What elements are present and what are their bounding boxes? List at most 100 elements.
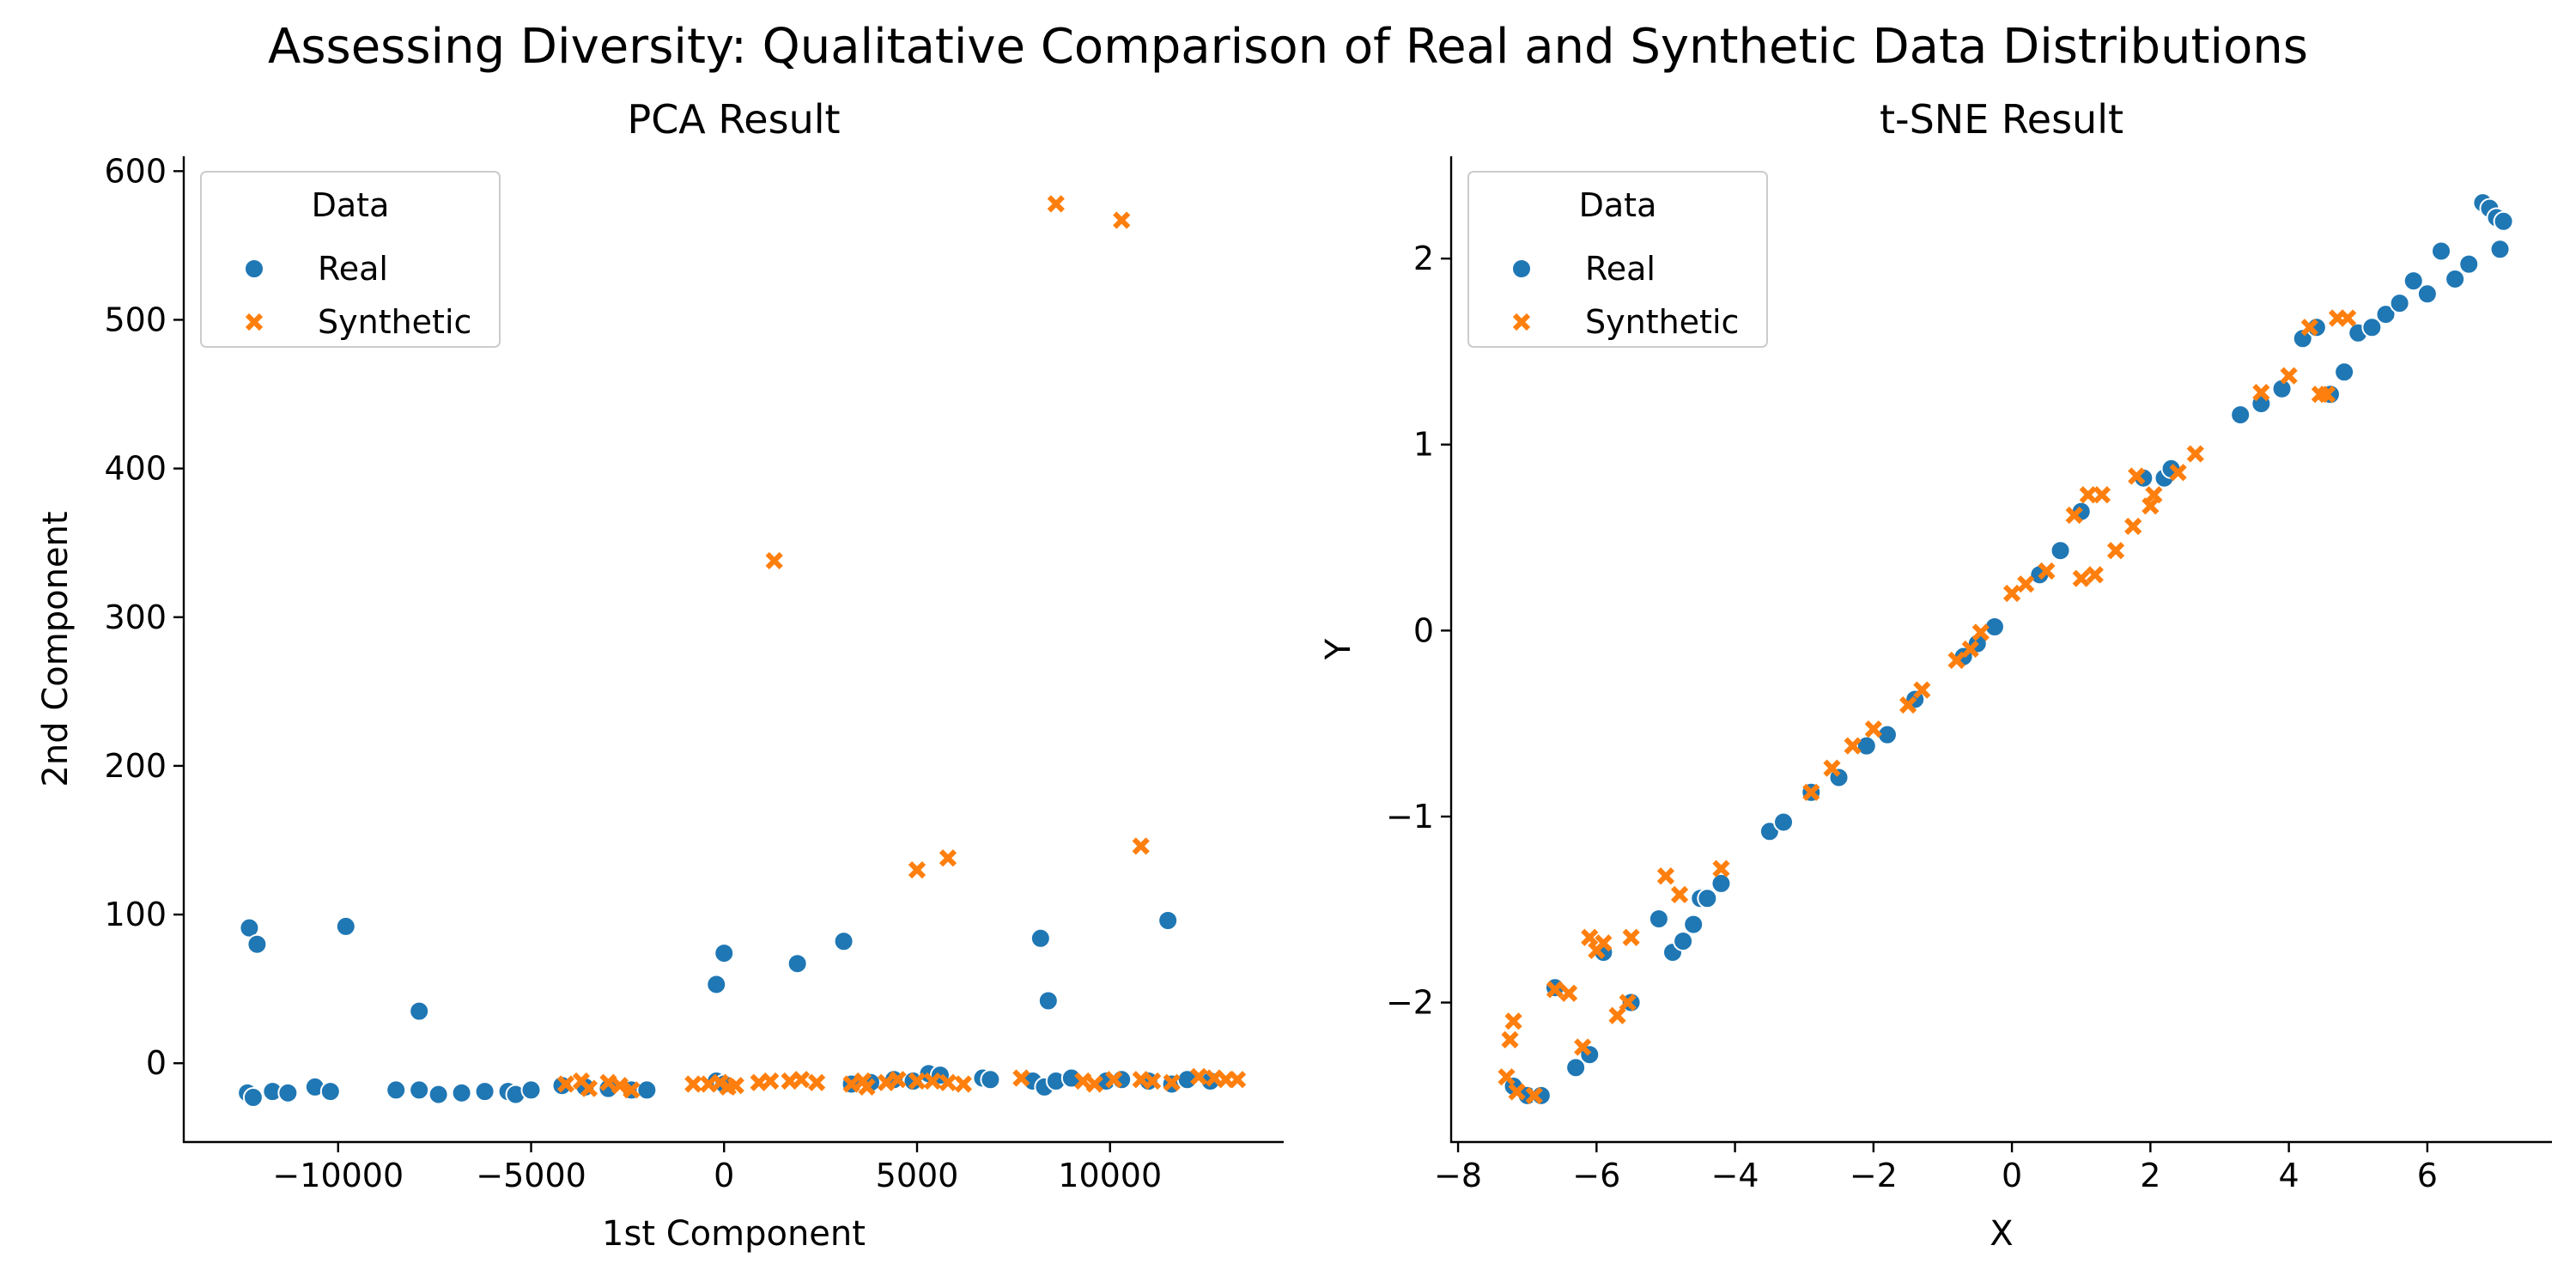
- real-point: [1673, 931, 1694, 952]
- synthetic-point: [939, 849, 957, 867]
- real-point: [277, 1082, 299, 1103]
- synthetic-point: [939, 1073, 957, 1091]
- y-tick-label: −2: [1386, 984, 1434, 1022]
- real-point: [246, 933, 268, 955]
- real-point: [1710, 872, 1732, 894]
- legend-marker-synthetic: [245, 313, 264, 331]
- x-tick-label: 4: [2279, 1157, 2300, 1194]
- synthetic-point: [1085, 1075, 1103, 1093]
- synthetic-point: [611, 1077, 629, 1095]
- y-tick-label: 2: [1413, 240, 1434, 277]
- x-tick-label: 6: [2417, 1157, 2438, 1194]
- real-point: [1030, 927, 1051, 949]
- subplot-pca: PCA Result −10000 −5000 0 5000 10000 0 100 200 30…: [36, 96, 1284, 1254]
- synthetic-point: [1961, 640, 1979, 659]
- synthetic-point: [1823, 759, 1841, 777]
- synthetic-point: [1712, 860, 1730, 878]
- synthetic-point: [1595, 934, 1613, 952]
- synthetic-point: [1899, 696, 1917, 714]
- synthetic-point: [1913, 681, 1931, 699]
- subplot-title: t-SNE Result: [1880, 96, 2123, 143]
- legend-title: Data: [312, 186, 390, 224]
- x-axis-label: X: [1990, 1214, 2013, 1254]
- figure-title: Assessing Diversity: Qualitative Compari…: [268, 19, 2308, 75]
- legend-frame: [200, 171, 501, 348]
- real-point: [1773, 811, 1795, 833]
- x-tick-label: −8: [1434, 1157, 1482, 1194]
- subplot-tsne: t-SNE Result −8 −6 −4 −2 0 2 4 6 −2 −1 0 1 2 X Y Data Rea…: [1319, 96, 2552, 1254]
- legend: Data Real Synthetic: [200, 171, 501, 348]
- x-tick-label: 0: [2002, 1157, 2022, 1194]
- synthetic-point: [2072, 569, 2090, 587]
- real-point: [2430, 240, 2451, 262]
- real-point: [714, 943, 735, 964]
- synthetic-point: [808, 1073, 826, 1091]
- synthetic-point: [1574, 1038, 1592, 1056]
- synthetic-point: [1508, 1083, 1526, 1101]
- real-point: [2458, 253, 2480, 275]
- real-point: [1157, 910, 1179, 932]
- real-point: [1683, 914, 1704, 935]
- synthetic-point: [877, 1073, 896, 1091]
- real-point: [2334, 361, 2355, 383]
- real-point: [706, 974, 727, 995]
- synthetic-point: [1559, 984, 1578, 1002]
- synthetic-point: [762, 1072, 780, 1091]
- synthetic-point: [2300, 319, 2318, 337]
- x-tick-label: 10000: [1058, 1157, 1162, 1194]
- synthetic-point: [2093, 486, 2111, 504]
- real-point: [1697, 888, 1718, 909]
- synthetic-point: [1947, 651, 1965, 670]
- synthetic-point: [1525, 1086, 1543, 1104]
- synthetic-point: [2318, 386, 2336, 404]
- y-tick-label: 500: [104, 301, 167, 338]
- synthetic-point: [2145, 486, 2163, 504]
- real-point: [2375, 304, 2397, 325]
- synthetic-point: [2086, 566, 2104, 584]
- real-point: [1037, 990, 1059, 1012]
- real-point: [1565, 1057, 1587, 1078]
- legend-marker-real: [1511, 258, 1532, 279]
- y-tick-label: −1: [1386, 798, 1434, 835]
- real-point: [2445, 268, 2466, 289]
- synthetic-point: [1622, 928, 1640, 946]
- y-tick-label: 200: [104, 747, 167, 785]
- real-point: [2230, 404, 2251, 426]
- real-point: [2489, 239, 2511, 260]
- real-point: [2292, 328, 2313, 349]
- synthetic-point: [623, 1081, 641, 1099]
- synthetic-point: [1113, 211, 1131, 229]
- real-point: [636, 1079, 658, 1101]
- y-tick-label: 1: [1413, 426, 1434, 464]
- synthetic-point: [1228, 1071, 1247, 1089]
- real-point: [2403, 270, 2424, 292]
- x-tick-label: −2: [1850, 1157, 1898, 1194]
- synthetic-point: [2186, 445, 2204, 463]
- synthetic-point: [2339, 309, 2357, 327]
- synthetic-point: [2280, 367, 2298, 385]
- real-point: [1648, 908, 1669, 930]
- synthetic-point: [684, 1075, 702, 1093]
- synthetic-point: [923, 1072, 942, 1091]
- synthetic-point: [908, 1072, 927, 1091]
- x-tick-label: 0: [714, 1157, 734, 1194]
- data-points: [237, 195, 1247, 1109]
- real-point: [319, 1081, 341, 1103]
- synthetic-point: [1619, 993, 1637, 1012]
- real-point: [242, 1087, 264, 1109]
- synthetic-point: [793, 1071, 811, 1089]
- synthetic-point: [1504, 1012, 1522, 1030]
- synthetic-point: [2124, 517, 2142, 536]
- real-point: [833, 931, 854, 952]
- y-tick-label: 0: [146, 1044, 167, 1082]
- legend-marker-synthetic: [1512, 313, 1531, 331]
- synthetic-point: [1546, 981, 1564, 999]
- synthetic-point: [1971, 623, 1990, 641]
- synthetic-point: [1498, 1068, 1516, 1086]
- real-point: [409, 1000, 430, 1022]
- legend-title: Data: [1579, 186, 1657, 224]
- y-tick-label: 600: [104, 152, 167, 190]
- legend-label-real: Real: [318, 250, 388, 288]
